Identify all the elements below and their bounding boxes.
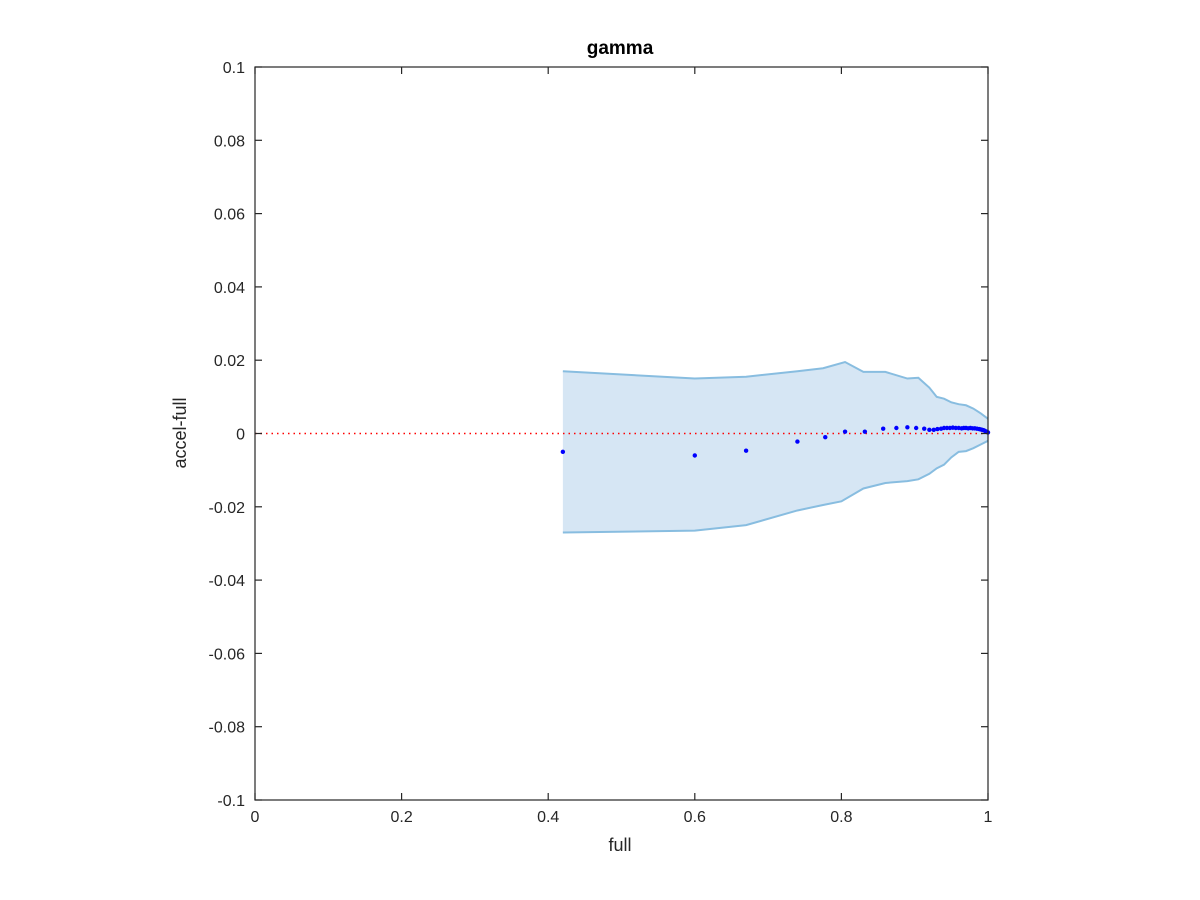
x-axis-label: full [608, 835, 631, 855]
band-area [562, 362, 988, 533]
data-point [743, 448, 749, 453]
y-tick-label: 0.06 [214, 207, 245, 224]
x-tick-label: 0.4 [537, 809, 559, 826]
y-tick-label: -0.1 [217, 793, 245, 810]
y-tick-label: -0.08 [209, 720, 246, 737]
x-tick-label: 0 [251, 809, 260, 826]
data-point [913, 425, 919, 431]
data-point [935, 426, 940, 432]
data-point [905, 425, 910, 430]
y-axis-label: accel-full [170, 397, 190, 468]
y-tick-label: -0.04 [209, 573, 246, 590]
y-tick-label: 0.04 [214, 280, 245, 297]
y-tick-label: 0 [236, 427, 245, 444]
x-tick-label: 0.8 [830, 809, 852, 826]
data-point [894, 425, 899, 431]
data-point [922, 426, 927, 431]
y-tick-label: 0.1 [223, 60, 245, 77]
data-point [692, 453, 697, 458]
data-point [862, 429, 868, 434]
x-tick-label: 0.2 [390, 809, 412, 826]
data-point [931, 427, 936, 433]
x-tick-label: 1 [984, 809, 993, 826]
confidence-band-layer [562, 360, 989, 534]
band-upper-edge [562, 360, 989, 420]
y-tick-label: 0.08 [214, 133, 245, 150]
band-lower-edge [562, 439, 989, 534]
data-point [927, 427, 932, 433]
y-tick-label: 0.02 [214, 353, 245, 370]
data-point [880, 426, 886, 431]
data-point [842, 429, 848, 434]
data-points-layer [560, 425, 991, 458]
data-point [823, 434, 828, 440]
ticks-layer: 0 0.2 0.4 0.6 0.8 1 -0.1 -0.08 -0.06 -0.04 -0.02 0 0… [209, 60, 993, 826]
data-point [560, 449, 566, 455]
chart-title: gamma [587, 38, 654, 59]
y-tick-label: -0.06 [209, 646, 246, 663]
data-point [795, 439, 800, 444]
x-tick-label: 0.6 [684, 809, 706, 826]
y-tick-label: -0.02 [209, 500, 246, 517]
